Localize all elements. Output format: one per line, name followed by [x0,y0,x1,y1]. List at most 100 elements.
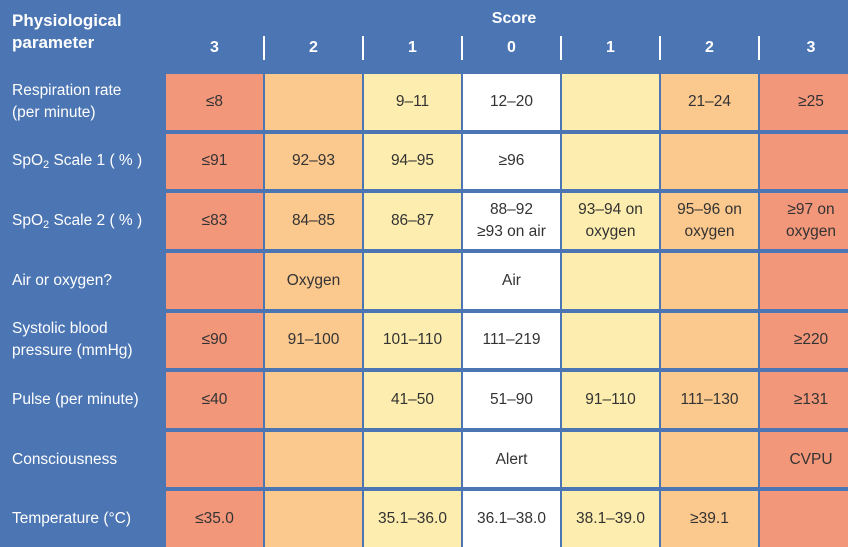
parameter-label: SpO2 Scale 1 ( % ) [0,133,164,190]
score-title: Score [491,10,537,27]
parameter-label-line: Air or oxygen? [12,271,112,289]
score-cell-text: ≤40 [201,390,228,408]
score-cell [166,431,263,488]
score-cell: 91–110 [562,372,659,428]
score-cell: 91–100 [265,312,362,369]
score-cell: 41–50 [364,372,461,428]
score-cell [661,133,758,190]
score-cell-text: 93–94 on [578,201,643,219]
score-cell-text: 94–95 [390,152,435,170]
parameter-label-line: (per minute) [12,103,96,121]
score-cell: 21–24 [661,74,758,130]
parameter-label-text: SpO [12,152,44,170]
score-cell: 86–87 [364,193,461,249]
score-cell-text: oxygen [585,223,636,241]
parameter-label: Consciousness [0,431,164,488]
score-cell: 36.1–38.0 [463,491,560,547]
score-cell [562,74,659,130]
score-cell: 111–130 [661,372,758,428]
score-cell: 92–93 [265,133,362,190]
score-cell: ≥97 on oxygen [760,193,848,249]
parameter-label-line: pressure (mmHg) [12,342,133,360]
score-cell: ≥96 [463,133,560,190]
parameter-label-text: Scale 2 ( % ) [49,212,143,230]
score-cell: ≤91 [166,133,263,190]
parameter-label: Systolic blood pressure (mmHg) [0,312,164,369]
score-cell-text: 91–100 [287,331,340,349]
score-cell [562,431,659,488]
score-cell-text: oxygen [786,223,836,241]
score-cell: 101–110 [364,312,461,369]
score-cell: Alert [463,431,560,488]
parameter-label-line: Pulse (per minute) [12,390,139,408]
score-cell [562,312,659,369]
parameter-label-text: SpO [12,212,44,230]
parameter-label-line: Respiration rate [12,81,122,99]
score-cell: ≤90 [166,312,263,369]
score-cell: ≥39.1 [661,491,758,547]
score-cell: 88–92 ≥93 on air [463,193,560,249]
score-cell: 12–20 [463,74,560,130]
score-cell-text: 88–92 [489,201,534,219]
score-cell-text: ≤8 [205,92,224,110]
score-cell-text: ≤83 [201,212,228,230]
score-cell: 84–85 [265,193,362,249]
score-cell: 95–96 on oxygen [661,193,758,249]
score-cell-text: 41–50 [390,390,435,408]
score-cell: ≥25 [760,74,848,130]
score-cell: ≤35.0 [166,491,263,547]
score-column-header: 2 [263,36,362,60]
score-cell [364,431,461,488]
score-cell-text: 84–85 [291,212,336,230]
score-cell-text: ≤35.0 [195,510,234,528]
parameter-header-line2: parameter [12,33,95,52]
score-column-header: 3 [758,36,848,60]
score-cell-text: 35.1–36.0 [378,510,447,528]
score-cell-text: 21–24 [687,92,732,110]
score-cell-text: ≥96 [498,152,525,170]
score-cell [661,252,758,309]
score-cell-text: ≥93 on air [477,223,546,241]
parameter-label: Pulse (per minute) [0,372,164,428]
score-cell: 93–94 on oxygen [562,193,659,249]
score-cell [166,252,263,309]
parameter-label-line: Systolic blood [12,320,108,338]
score-cell [364,252,461,309]
score-column-header: 0 [461,36,560,60]
score-column-header: 1 [362,36,461,60]
parameter-header-line1: Physiological [12,11,122,30]
score-cell [265,372,362,428]
parameter-label: Respiration rate (per minute) [0,74,164,130]
parameter-label-subscript: 2 [43,219,50,232]
score-cell-text: ≥97 on [787,201,835,219]
score-cell: ≥220 [760,312,848,369]
score-cell: 94–95 [364,133,461,190]
score-cell-text: 51–90 [489,390,534,408]
score-cell-text: ≥25 [798,92,824,110]
score-cell-text: Oxygen [286,271,341,289]
score-cell: 9–11 [364,74,461,130]
score-cell-text: 36.1–38.0 [477,510,546,528]
score-cell: ≤40 [166,372,263,428]
score-cell [661,312,758,369]
score-cell: Oxygen [265,252,362,309]
score-cell-text: 95–96 on [677,201,742,219]
score-cell [760,252,848,309]
parameter-label: SpO2 Scale 2 ( % ) [0,193,164,249]
score-cell-text: ≤90 [201,331,228,349]
score-cell-text: ≥220 [793,331,829,349]
parameter-label: Temperature (°C) [0,491,164,547]
score-cell [562,252,659,309]
score-cell: Air [463,252,560,309]
parameter-label-text: Scale 1 ( % ) [49,152,143,170]
score-cell: 38.1–39.0 [562,491,659,547]
score-cell: ≤83 [166,193,263,249]
score-cell-text: ≥39.1 [690,510,729,528]
score-cell-text: Air [502,271,521,289]
score-cell-text: ≥131 [793,390,829,408]
parameter-column-header: Physiological parameter [0,0,164,70]
score-column-header: 3 [210,39,219,56]
score-column-headers: 3 2 1 0 1 2 3 [166,36,848,60]
score-cell: 51–90 [463,372,560,428]
